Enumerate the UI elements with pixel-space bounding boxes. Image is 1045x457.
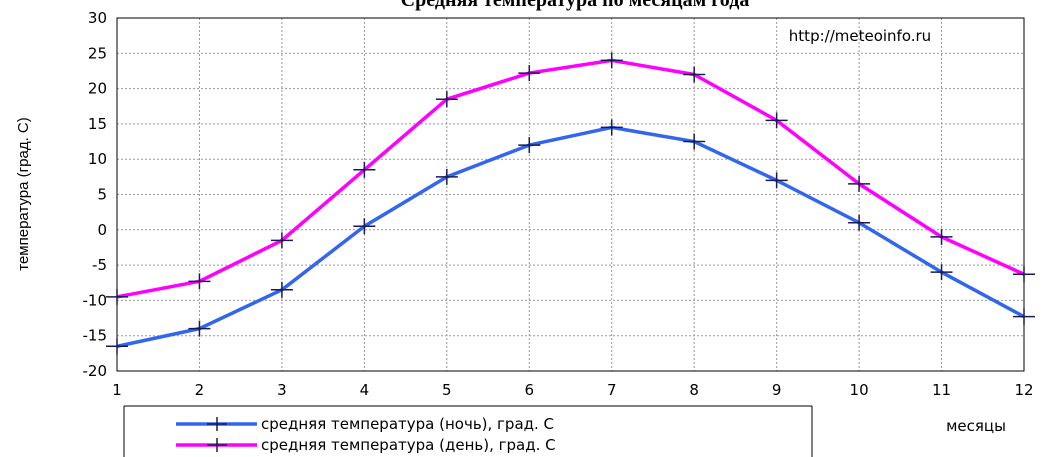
y-tick-label: -10 — [83, 291, 108, 309]
x-tick-label: 3 — [277, 381, 287, 399]
data-point-marker — [930, 228, 953, 245]
x-tick-label: 2 — [195, 381, 205, 399]
plot-frame — [116, 17, 1025, 372]
y-tick-label: 10 — [88, 150, 107, 168]
data-point-marker — [600, 52, 623, 69]
data-point-marker — [848, 214, 871, 231]
y-axis-ticks: -20 -15 -10 -5 0 5 10 15 20 25 30 — [83, 9, 108, 380]
series-lines — [106, 52, 1035, 355]
x-tick-label: 12 — [1014, 381, 1033, 399]
data-point-marker — [600, 119, 623, 136]
data-point-marker — [353, 161, 376, 178]
data-point-marker — [765, 112, 788, 129]
x-tick-label: 1 — [112, 381, 122, 399]
data-point-marker — [435, 91, 458, 108]
y-tick-label: 5 — [97, 186, 107, 204]
data-point-marker — [683, 66, 706, 83]
x-tick-label: 10 — [850, 381, 869, 399]
x-tick-label: 4 — [360, 381, 370, 399]
data-point-marker — [518, 137, 541, 154]
x-tick-label: 5 — [442, 381, 452, 399]
x-tick-label: 6 — [524, 381, 534, 399]
y-tick-label: -15 — [83, 327, 108, 345]
series-line — [116, 125, 1025, 349]
series-line — [116, 58, 1025, 299]
data-point-marker — [1013, 308, 1035, 325]
data-point-marker — [270, 232, 293, 249]
grid-lines — [117, 18, 1024, 371]
x-tick-label: 11 — [932, 381, 951, 399]
y-tick-label: -20 — [83, 362, 108, 380]
data-point-marker — [848, 175, 871, 192]
chart-title: Средняя температура по месяцам года — [401, 0, 750, 11]
data-point-marker — [1013, 266, 1035, 283]
source-label: http://meteoinfo.ru — [789, 27, 931, 45]
data-point-marker — [353, 218, 376, 235]
data-point-marker — [435, 168, 458, 185]
data-point-marker — [188, 273, 211, 290]
data-point-marker — [188, 320, 211, 337]
y-tick-label: 0 — [97, 221, 107, 239]
data-point-marker — [106, 338, 128, 355]
data-point-marker — [765, 172, 788, 189]
data-point-marker — [106, 288, 128, 305]
legend: средняя температура (ночь), град. С средн… — [123, 405, 813, 457]
y-axis-label: температура (град. С) — [15, 117, 32, 270]
x-tick-label: 7 — [607, 381, 617, 399]
y-tick-label: 25 — [88, 44, 107, 62]
x-tick-label: 8 — [689, 381, 699, 399]
y-tick-label: 15 — [88, 115, 107, 133]
data-point-marker — [683, 133, 706, 150]
data-point-marker — [270, 281, 293, 298]
data-point-marker — [518, 65, 541, 82]
y-tick-label: 20 — [88, 80, 107, 98]
x-axis-label: месяцы — [946, 417, 1006, 435]
x-axis-ticks: 1 2 3 4 5 6 7 8 9 10 11 12 — [112, 381, 1033, 399]
x-tick-label: 9 — [772, 381, 782, 399]
y-tick-label: 30 — [88, 9, 107, 27]
y-tick-label: -5 — [92, 256, 107, 274]
legend-label: средняя температура (ночь), град. С — [261, 415, 554, 433]
legend-label: средняя температура (день), град. С — [261, 436, 556, 454]
data-point-marker — [930, 264, 953, 281]
